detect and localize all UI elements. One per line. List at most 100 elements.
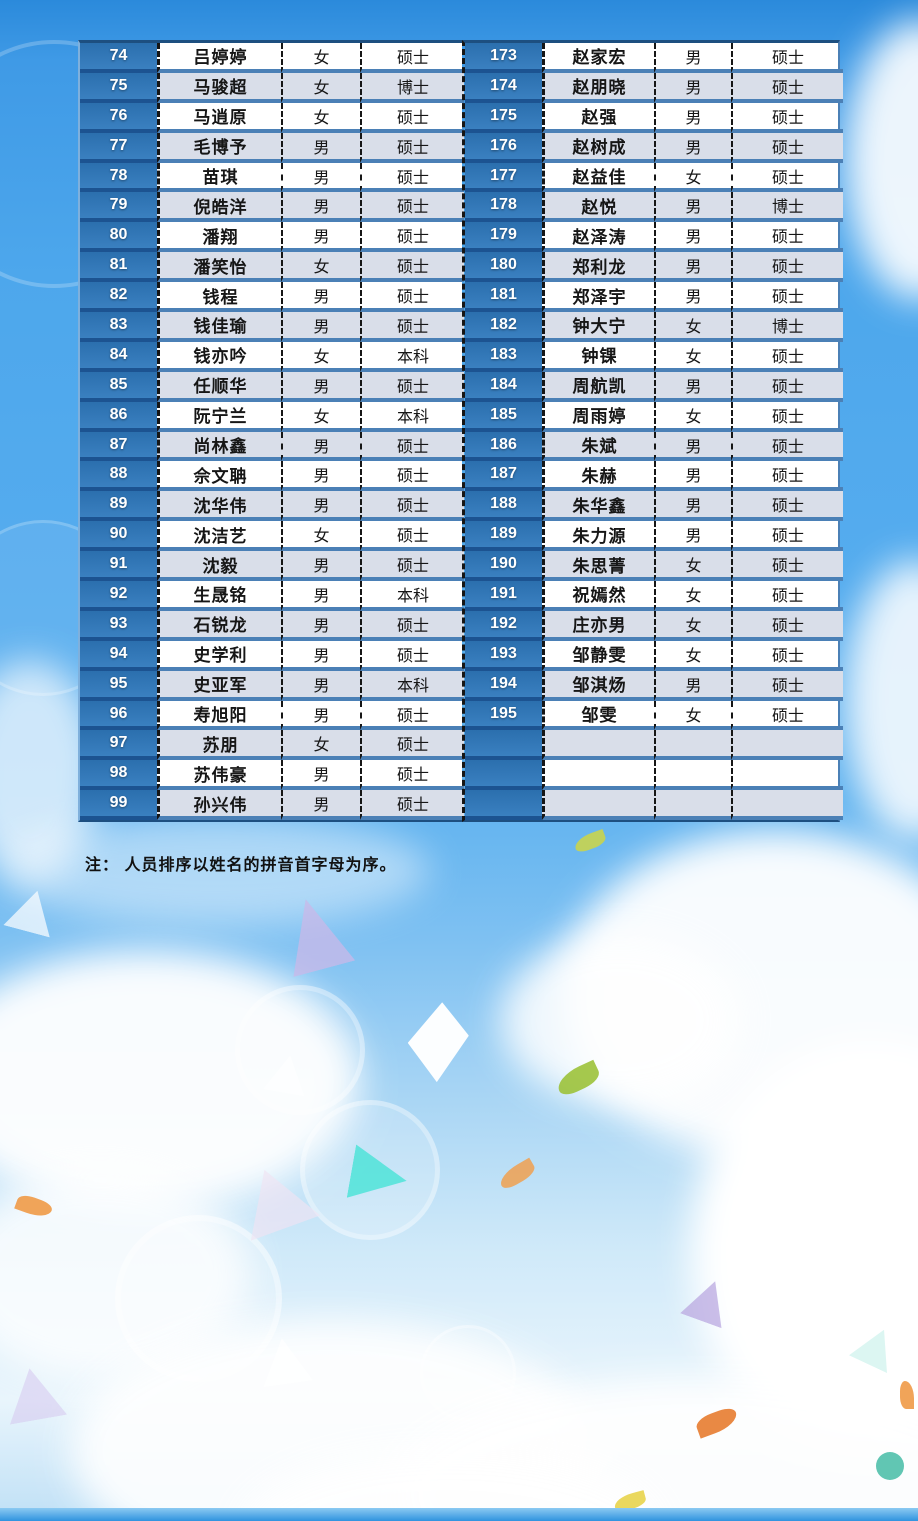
gender-cell: 男	[281, 610, 360, 641]
degree-cell: 硕士	[731, 401, 843, 432]
row-number-cell: 188	[465, 491, 542, 522]
gender-cell: 女	[654, 551, 731, 582]
gender-cell: 男	[281, 551, 360, 582]
bottom-border-strip	[0, 1508, 918, 1521]
gender-cell	[654, 760, 731, 791]
footnote: 注： 人员排序以姓名的拼音首字母为序。	[85, 857, 397, 874]
degree-cell: 硕士	[360, 760, 464, 791]
name-cell: 祝嫣然	[542, 581, 654, 611]
name-cell: 庄亦男	[542, 610, 654, 641]
gender-cell: 男	[281, 700, 360, 731]
gender-cell: 男	[281, 192, 360, 223]
name-cell: 朱思菁	[542, 551, 654, 582]
degree-cell: 硕士	[731, 551, 843, 582]
petal-decoration	[496, 1157, 538, 1192]
table-row: 195 邹雯女硕士	[465, 700, 843, 731]
name-cell: 毛博予	[157, 132, 281, 163]
cloud	[845, 560, 918, 840]
table-row: 89 沈华伟男硕士	[80, 491, 464, 522]
row-number-cell: 98	[80, 760, 157, 791]
degree-cell: 硕士	[360, 132, 464, 163]
row-number-cell: 85	[80, 371, 157, 402]
row-number-cell: 178	[465, 192, 542, 223]
degree-cell	[731, 790, 843, 821]
degree-cell: 硕士	[731, 431, 843, 462]
name-cell: 朱赫	[542, 461, 654, 492]
cloud	[0, 815, 430, 925]
gender-cell: 女	[281, 43, 360, 73]
name-cell: 尚林鑫	[157, 431, 281, 462]
gender-cell: 女	[654, 341, 731, 372]
degree-cell: 硕士	[731, 581, 843, 611]
table-row: 94 史学利男硕士	[80, 640, 464, 671]
name-cell: 朱力源	[542, 521, 654, 552]
table-row: 182 钟大宁女博士	[465, 312, 843, 342]
row-number-cell: 181	[465, 282, 542, 313]
table-row: 74 吕婷婷女硕士	[80, 43, 464, 73]
gender-cell: 女	[654, 640, 731, 671]
table-row: 86 阮宁兰女本科	[80, 401, 464, 432]
bokeh-circle	[300, 1100, 440, 1240]
row-number-cell: 183	[465, 341, 542, 372]
table-row: 185 周雨婷女硕士	[465, 401, 843, 432]
row-number-cell: 194	[465, 670, 542, 701]
gender-cell: 男	[654, 282, 731, 313]
row-number-cell: 186	[465, 431, 542, 462]
row-number-cell: 191	[465, 581, 542, 611]
gender-cell: 女	[281, 521, 360, 552]
table-row: 99 孙兴伟男硕士	[80, 790, 464, 821]
row-number-cell: 83	[80, 312, 157, 342]
gender-cell: 女	[654, 312, 731, 342]
table-row: 186 朱斌男硕士	[465, 431, 843, 462]
table-row: 188 朱华鑫男硕士	[465, 491, 843, 522]
row-number-cell: 74	[80, 43, 157, 73]
name-cell	[542, 790, 654, 821]
table-row: 179 赵泽涛男硕士	[465, 222, 843, 253]
row-number-cell: 86	[80, 401, 157, 432]
table-row: 90 沈洁艺女硕士	[80, 521, 464, 552]
gender-cell: 女	[654, 162, 731, 193]
gender-cell: 男	[654, 192, 731, 223]
table-row: 85 任顺华男硕士	[80, 371, 464, 402]
gender-cell: 男	[281, 640, 360, 671]
name-cell: 赵强	[542, 102, 654, 133]
name-cell: 马逍原	[157, 102, 281, 133]
roster-table-right: 173 赵家宏男硕士 174 赵朋晓男硕士 175 赵强男硕士 176 赵树成男硕士 177 赵益…	[462, 40, 843, 823]
degree-cell: 本科	[360, 670, 464, 701]
row-number-cell: 187	[465, 461, 542, 492]
name-cell	[542, 730, 654, 761]
gender-cell: 男	[281, 491, 360, 522]
name-cell: 苏伟豪	[157, 760, 281, 791]
table-row: 180 郑利龙男硕士	[465, 252, 843, 283]
degree-cell	[731, 760, 843, 791]
name-cell: 钱程	[157, 282, 281, 313]
table-row: 173 赵家宏男硕士	[465, 43, 843, 73]
name-cell: 沈华伟	[157, 491, 281, 522]
name-cell: 佘文聃	[157, 461, 281, 492]
name-cell: 生晟铭	[157, 581, 281, 611]
table-row: 80 潘翔男硕士	[80, 222, 464, 253]
table-row: 96 寿旭阳男硕士	[80, 700, 464, 731]
name-cell: 钟大宁	[542, 312, 654, 342]
row-number-cell: 87	[80, 431, 157, 462]
degree-cell: 硕士	[731, 670, 843, 701]
row-number-cell: 91	[80, 551, 157, 582]
table-row: 194 邹淇炀男硕士	[465, 670, 843, 701]
gender-cell: 男	[281, 760, 360, 791]
degree-cell: 硕士	[360, 192, 464, 223]
diamond-decoration	[404, 999, 472, 1085]
row-number-cell: 176	[465, 132, 542, 163]
name-cell: 阮宁兰	[157, 401, 281, 432]
row-number-cell: 75	[80, 72, 157, 103]
name-cell: 寿旭阳	[157, 700, 281, 731]
row-number-cell: 177	[465, 162, 542, 193]
gender-cell: 男	[654, 491, 731, 522]
gender-cell: 男	[281, 162, 360, 193]
row-number-cell: 184	[465, 371, 542, 402]
table-row: 177 赵益佳女硕士	[465, 162, 843, 193]
row-number-cell: 89	[80, 491, 157, 522]
table-row: 77 毛博予男硕士	[80, 132, 464, 163]
table-row: 183 钟锞女硕士	[465, 341, 843, 372]
degree-cell: 博士	[731, 192, 843, 223]
